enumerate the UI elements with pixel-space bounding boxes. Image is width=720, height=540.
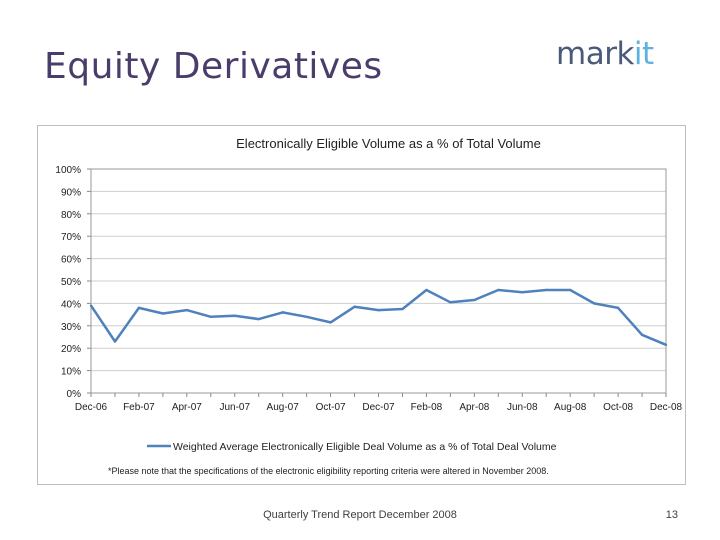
- logo-text-it: it: [633, 36, 654, 72]
- data-point: [89, 304, 93, 307]
- y-tick-label: 70%: [61, 232, 81, 243]
- data-point: [616, 306, 620, 310]
- x-tick-label: Aug-08: [554, 402, 587, 413]
- chart-title: Electronically Eligible Volume as a % of…: [236, 136, 541, 151]
- data-point: [640, 333, 644, 336]
- data-point: [473, 298, 476, 302]
- data-point: [401, 307, 404, 311]
- y-tick-label: 30%: [61, 322, 81, 333]
- data-point: [185, 308, 189, 312]
- data-point: [305, 315, 308, 319]
- data-point: [545, 288, 548, 292]
- x-tick-label: Feb-08: [411, 402, 443, 413]
- data-point: [353, 305, 356, 308]
- x-tick-label: Apr-08: [459, 402, 489, 413]
- data-point: [113, 340, 117, 343]
- x-tick-label: Oct-07: [316, 402, 346, 413]
- data-point: [521, 291, 524, 294]
- data-point: [664, 343, 668, 347]
- x-tick-label: Jun-08: [507, 402, 538, 413]
- chart-note: *Please note that the specifications of …: [108, 466, 549, 476]
- data-point: [257, 317, 260, 321]
- x-tick-label: Dec-08: [650, 402, 683, 413]
- series-line: [89, 288, 667, 346]
- footer-report-title: Quarterly Trend Report December 2008: [263, 509, 457, 521]
- y-tick-label: 40%: [61, 299, 81, 310]
- logo-text-mark: mark: [556, 36, 634, 72]
- data-point: [281, 311, 284, 314]
- x-tick-label: Feb-07: [123, 402, 155, 413]
- y-tick-label: 60%: [61, 255, 81, 266]
- data-point: [137, 306, 141, 310]
- data-point: [329, 321, 332, 324]
- x-tick-label: Dec-06: [75, 402, 108, 413]
- page-number: 13: [665, 509, 678, 521]
- x-tick-label: Jun-07: [219, 402, 250, 413]
- y-tick-label: 0%: [67, 389, 82, 400]
- y-tick-label: 50%: [61, 277, 81, 288]
- data-point: [497, 288, 500, 292]
- data-point: [568, 288, 572, 292]
- data-point: [209, 315, 212, 319]
- chart-frame: Electronically Eligible Volume as a % of…: [37, 125, 686, 485]
- legend-label: Weighted Average Electronically Eligible…: [173, 441, 557, 453]
- data-point: [161, 312, 165, 315]
- y-tick-label: 80%: [61, 210, 81, 221]
- x-tick-label: Apr-07: [172, 402, 202, 413]
- x-tick-label: Oct-08: [603, 402, 633, 413]
- data-point: [377, 308, 380, 312]
- data-point: [449, 301, 452, 304]
- x-tick-label: Dec-07: [362, 402, 395, 413]
- y-tick-label: 20%: [61, 344, 81, 355]
- data-point: [592, 302, 596, 305]
- x-tick-label: Aug-07: [267, 402, 300, 413]
- markit-logo: markit: [556, 36, 654, 72]
- y-tick-label: 90%: [61, 187, 81, 198]
- line-chart: Electronically Eligible Volume as a % of…: [55, 136, 683, 476]
- slide-title: Equity Derivatives: [44, 46, 383, 87]
- data-point: [425, 288, 428, 292]
- data-point: [233, 314, 236, 317]
- y-tick-label: 100%: [55, 165, 81, 176]
- y-tick-label: 10%: [61, 367, 81, 378]
